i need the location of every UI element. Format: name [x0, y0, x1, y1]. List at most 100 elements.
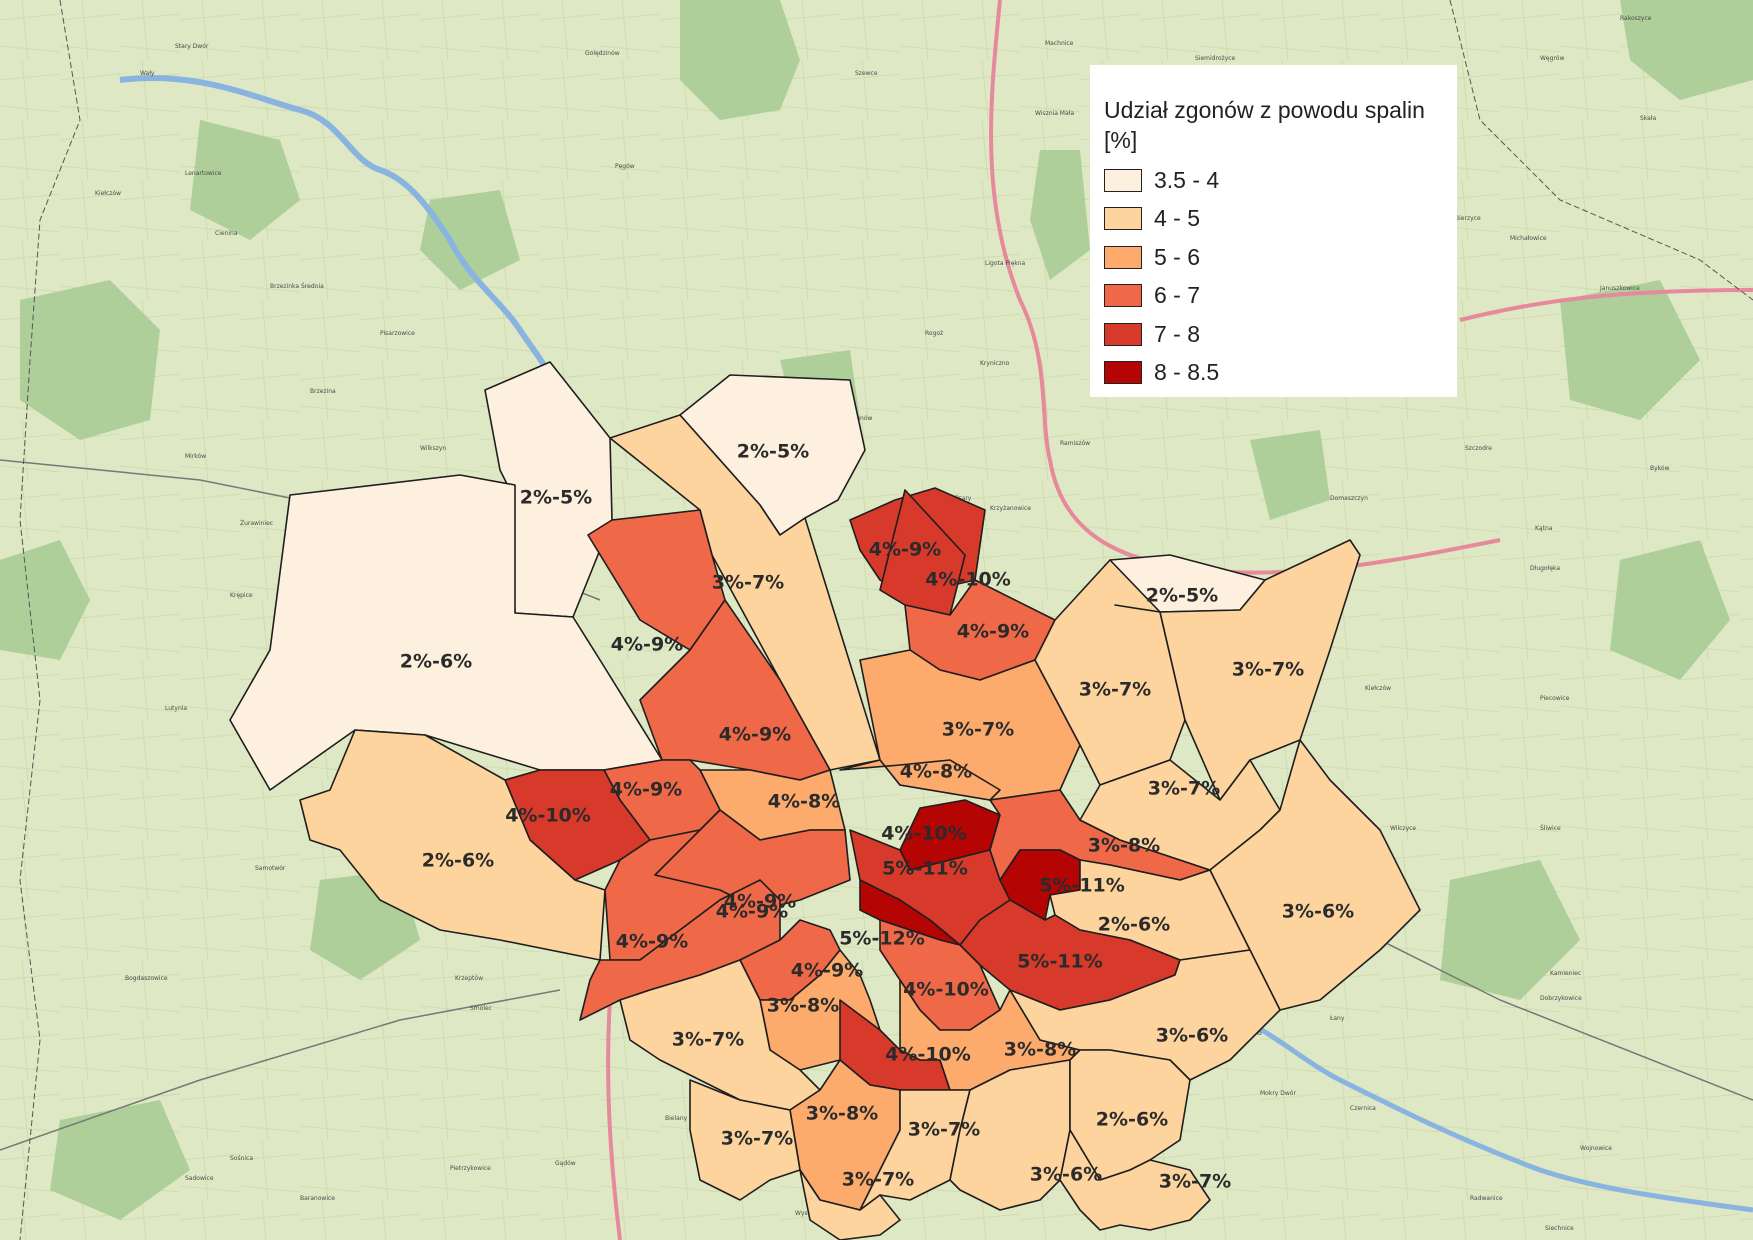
- place-name: Stary Dwór: [175, 43, 209, 50]
- legend-label: 6 - 7: [1154, 282, 1201, 309]
- place-name: Byków: [1650, 465, 1670, 472]
- place-name: Skała: [1640, 115, 1657, 122]
- district-label: 2%-6%: [1096, 1109, 1168, 1131]
- place-name: Pęgów: [615, 163, 635, 170]
- place-name: Szczodre: [1465, 445, 1492, 452]
- place-name: Wojnowice: [1580, 1145, 1612, 1152]
- legend-label: 8 - 8.5: [1154, 359, 1220, 386]
- district-41: [949, 1059, 1071, 1211]
- place-name: Domaszczyn: [1330, 495, 1368, 502]
- district-label: 5%-12%: [839, 928, 925, 950]
- place-name: Samotwór: [255, 865, 286, 872]
- legend-swatch: [1104, 207, 1142, 231]
- legend-item: 5 - 6: [1104, 238, 1447, 277]
- legend-swatch: [1104, 245, 1142, 269]
- district-label: 3%-7%: [1079, 679, 1151, 701]
- place-name: Krępice: [230, 592, 253, 599]
- district-label: 3%-7%: [942, 719, 1014, 741]
- district-22: [1079, 759, 1281, 871]
- district-label: 4%-9%: [611, 634, 683, 656]
- place-name: Ramiszów: [1060, 440, 1090, 447]
- district-label: 3%-7%: [721, 1128, 793, 1150]
- place-name: Baranowice: [300, 1195, 335, 1202]
- legend-item: 7 - 8: [1104, 315, 1447, 354]
- district-label: 3%-7%: [712, 572, 784, 594]
- place-name: Dobrzykowice: [1540, 995, 1582, 1002]
- place-name: Wilczyce: [1390, 825, 1416, 832]
- district-polygons: [229, 361, 1421, 1240]
- place-name: Sośnica: [230, 1155, 253, 1162]
- road-south: [606, 999, 622, 1240]
- place-name: Bierzyce: [1455, 215, 1481, 222]
- place-name: Gądów: [555, 1160, 576, 1167]
- place-name: Pietrzykowice: [450, 1165, 491, 1172]
- legend-items: 3.5 - 4 4 - 5 5 - 6 6 - 7 7 - 8 8 - 8.5: [1104, 161, 1447, 392]
- place-name: Pisarzowice: [380, 330, 415, 337]
- commune-border: [19, 0, 1753, 1240]
- district-label: 4%-9%: [610, 779, 682, 801]
- district-label: 4%-10%: [885, 1044, 971, 1066]
- district-label: 2%-6%: [1098, 914, 1170, 936]
- district-label: 3%-6%: [1282, 901, 1354, 923]
- place-name: Żurawiniec: [240, 520, 273, 527]
- place-name: Brzezina: [310, 388, 336, 395]
- place-name: Siechnice: [1545, 1225, 1574, 1232]
- oder-river: [119, 74, 563, 421]
- district-label: 2%-6%: [422, 850, 494, 872]
- place-name: Długołęka: [1530, 565, 1560, 572]
- district-label: 2%-6%: [400, 651, 472, 673]
- place-name: Kiełczów: [1365, 685, 1391, 692]
- place-name: Sadowice: [185, 1175, 214, 1182]
- place-name: Szewce: [855, 70, 878, 77]
- place-name: Lenartowice: [185, 170, 222, 177]
- district-label: 2%-5%: [1146, 585, 1218, 607]
- place-name: Brzezinka Średnia: [270, 283, 324, 290]
- legend-label: 4 - 5: [1154, 205, 1201, 232]
- place-name: Śliwice: [1540, 825, 1561, 832]
- place-name: Januszkowice: [1599, 285, 1640, 292]
- district-label: 3%-6%: [1030, 1164, 1102, 1186]
- district-label: 3%-7%: [1148, 778, 1220, 800]
- place-name: Piecowice: [1540, 695, 1570, 702]
- place-name: Bogdaszowice: [125, 975, 168, 982]
- district-label: 4%-9%: [716, 901, 788, 923]
- district-label: 3%-7%: [842, 1169, 914, 1191]
- legend-swatch: [1104, 284, 1142, 308]
- expressway-east: [1459, 288, 1753, 322]
- district-label: 5%-11%: [1039, 875, 1125, 897]
- district-label: 3%-8%: [767, 995, 839, 1017]
- district-label: 3%-7%: [672, 1029, 744, 1051]
- district-label: 3%-7%: [908, 1119, 980, 1141]
- place-name: Radwanice: [1470, 1195, 1503, 1202]
- place-name: Krzyżanowice: [990, 505, 1031, 512]
- map-legend: Udział zgonów z powodu spalin [%] 3.5 - …: [1090, 65, 1457, 397]
- place-name: Cienina: [215, 230, 238, 237]
- district-label: 2%-5%: [520, 487, 592, 509]
- place-name: Smolec: [470, 1005, 492, 1012]
- legend-swatch: [1104, 361, 1142, 385]
- place-name: Kamieniec: [1550, 970, 1581, 977]
- river-south: [1199, 997, 1753, 1213]
- district-label: 4%-9%: [791, 960, 863, 982]
- district-label: 5%-11%: [882, 858, 968, 880]
- place-name: Wisznia Mała: [1035, 110, 1074, 117]
- legend-title: Udział zgonów z powodu spalin [%]: [1104, 97, 1425, 153]
- district-38: [689, 1079, 801, 1201]
- place-name: Siemidrożyce: [1195, 55, 1235, 62]
- district-36: [1009, 949, 1281, 1081]
- place-name: Czernica: [1350, 1105, 1376, 1112]
- place-name: Krzeptów: [455, 975, 483, 982]
- railway-sw: [0, 989, 561, 1151]
- legend-item: 4 - 5: [1104, 200, 1447, 239]
- legend-label: 7 - 8: [1154, 320, 1201, 347]
- place-name: Psary: [955, 495, 972, 502]
- place-name: Węgrów: [1540, 55, 1564, 62]
- place-name: Michałowice: [1510, 235, 1547, 242]
- place-name: Rogoż: [925, 330, 943, 337]
- district-40: [799, 1169, 901, 1240]
- district-label: 4%-9%: [724, 891, 796, 913]
- legend-swatch: [1104, 322, 1142, 346]
- place-name: Mirków: [185, 453, 206, 460]
- district-label: 3%-8%: [1004, 1039, 1076, 1061]
